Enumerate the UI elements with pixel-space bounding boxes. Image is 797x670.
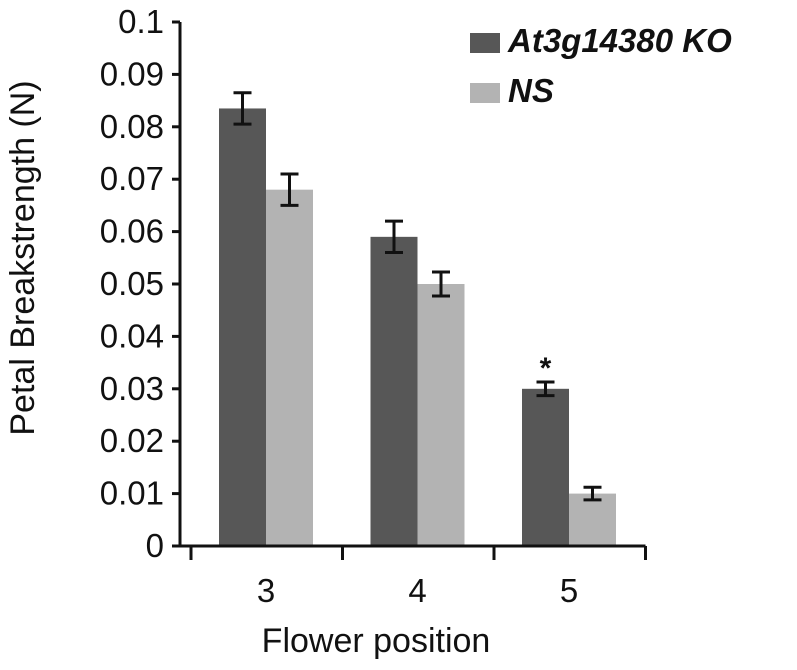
y-tick-label: 0.1 <box>118 3 164 40</box>
legend-swatch-s1 <box>470 83 500 103</box>
bar-s1-5 <box>569 493 616 546</box>
bar-s0-5 <box>522 388 569 546</box>
y-tick-label: 0.08 <box>100 108 164 145</box>
bar-s1-4 <box>417 284 465 546</box>
x-tick-label: 3 <box>257 572 275 609</box>
bar-s1-3 <box>266 189 313 546</box>
legend-swatch-s0 <box>470 33 500 53</box>
y-tick-label: 0.07 <box>100 160 164 197</box>
legend-label-s1: NS <box>508 72 554 109</box>
bar-s0-3 <box>219 108 266 547</box>
y-tick-label: 0.04 <box>100 317 164 354</box>
y-tick-label: 0.02 <box>100 422 164 459</box>
legend-label-s0: At3g14380 KO <box>507 22 732 59</box>
y-tick-label: 0.05 <box>100 265 164 302</box>
y-axis-title: Petal Breakstrength (N) <box>4 80 42 435</box>
significance-annotation: * <box>540 352 552 385</box>
y-tick-label: 0 <box>146 527 164 564</box>
x-axis-title: Flower position <box>262 622 491 660</box>
y-tick-label: 0.06 <box>100 213 164 250</box>
y-tick-label: 0.09 <box>100 55 164 92</box>
bar-s0-4 <box>370 236 418 546</box>
y-tick-label: 0.01 <box>100 475 164 512</box>
x-tick-label: 5 <box>560 572 578 609</box>
x-tick-label: 4 <box>408 572 426 609</box>
y-tick-label: 0.03 <box>100 370 164 407</box>
